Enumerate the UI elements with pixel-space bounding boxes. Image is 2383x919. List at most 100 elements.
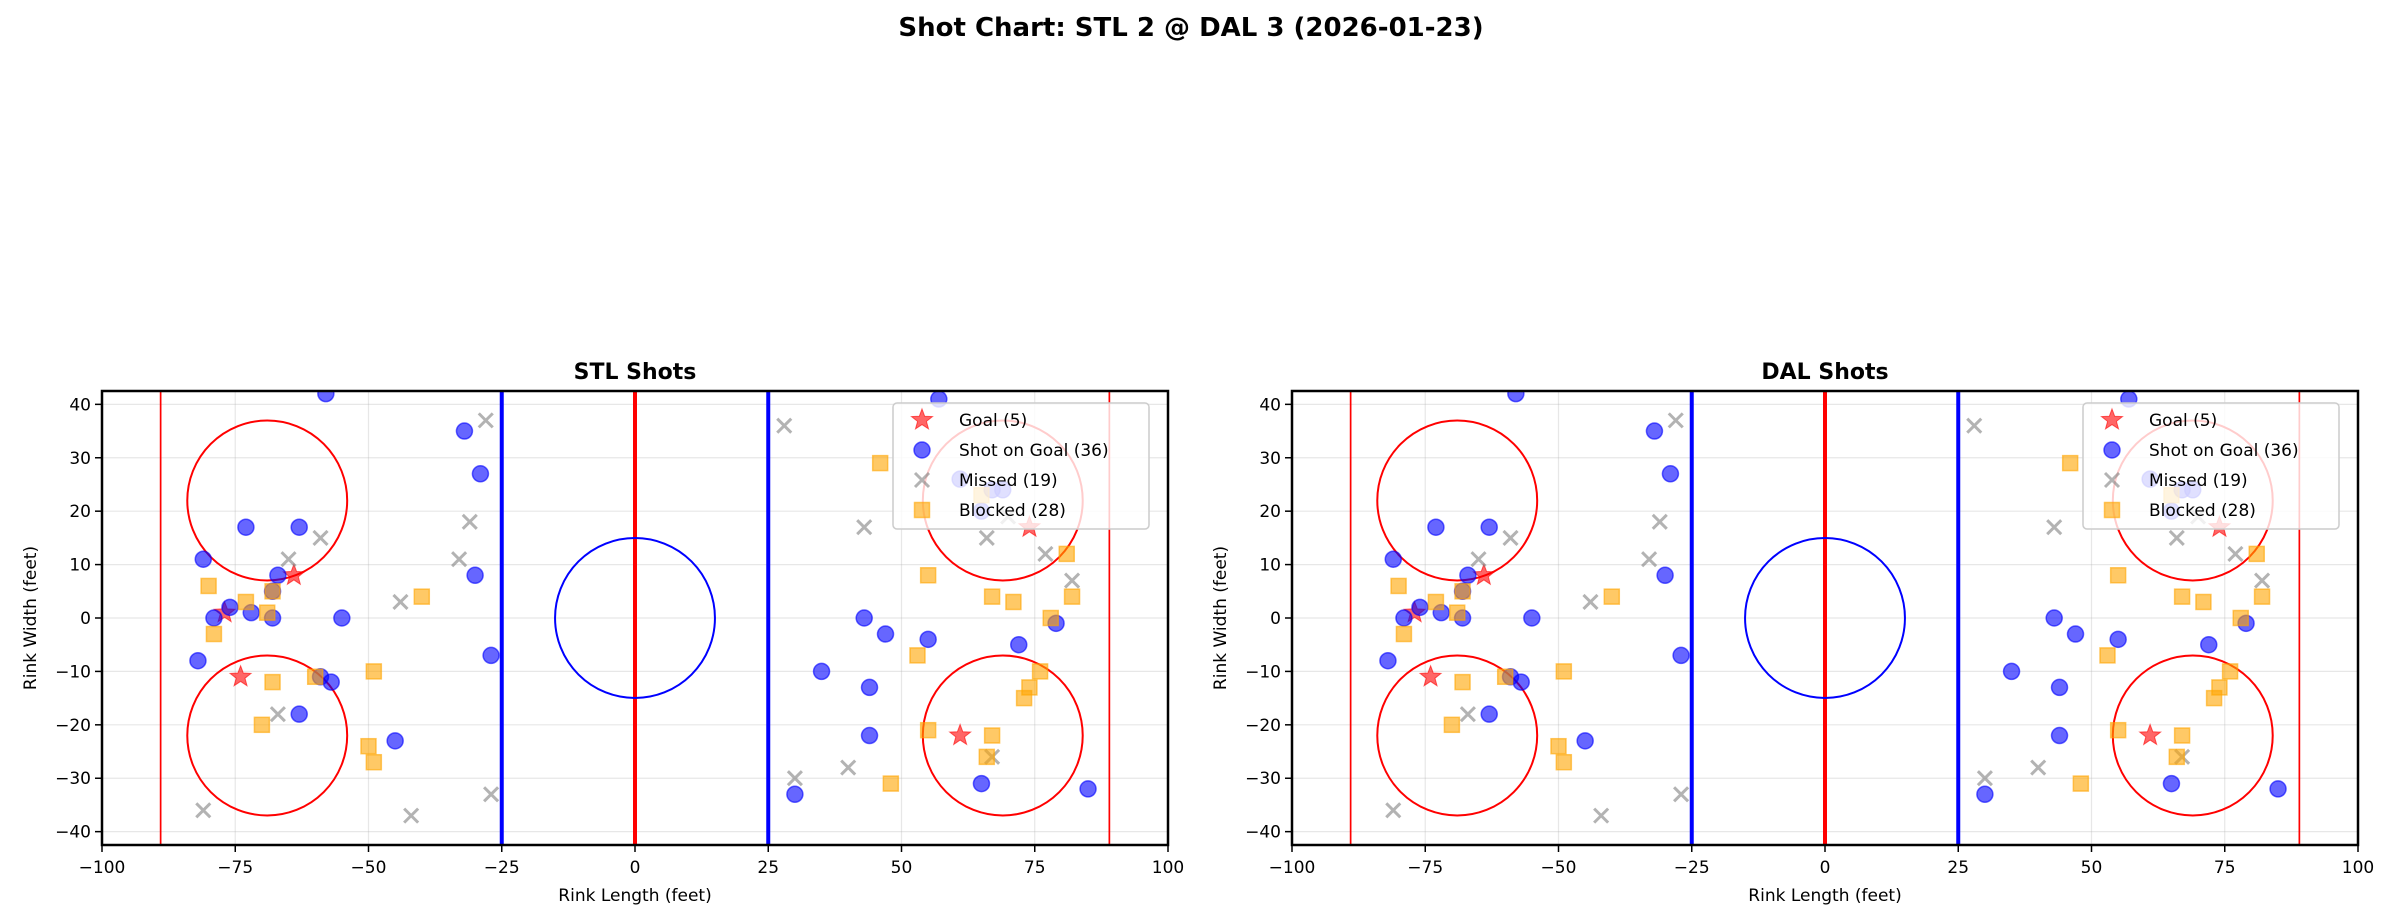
legend-marker-circle	[2103, 441, 2121, 459]
point-x	[1667, 412, 1684, 429]
x-tick-label: 25	[757, 858, 779, 878]
point-star	[948, 723, 972, 746]
legend-marker-x	[913, 471, 931, 489]
legend-label: Missed (19)	[2149, 471, 2248, 491]
point-circle	[2200, 635, 2218, 654]
point-square	[306, 668, 324, 686]
faceoff-circle	[1376, 654, 1539, 817]
point-square	[1390, 577, 1407, 595]
point-circle	[2050, 678, 2069, 697]
legend-label: Goal (5)	[2149, 411, 2217, 431]
legend-marker-star	[2100, 407, 2124, 431]
x-tick-label: −50	[351, 858, 387, 878]
y-tick-label: 0	[1270, 609, 1281, 629]
panel-title: STL Shots	[574, 360, 697, 385]
point-x	[392, 593, 409, 611]
point-circle	[1459, 566, 1477, 585]
point-circle	[2045, 609, 2063, 627]
figure-title: Shot Chart: STL 2 @ DAL 3 (2026-01-23)	[898, 13, 1483, 43]
legend-box	[2082, 402, 2340, 530]
x-tick-label: 75	[2214, 858, 2236, 878]
faceoff-circle	[186, 419, 349, 582]
point-circle	[194, 550, 213, 568]
point-x	[786, 770, 803, 787]
point-circle	[237, 518, 255, 536]
point-square	[2221, 663, 2239, 680]
point-square	[1555, 753, 1573, 771]
point-circle	[2269, 780, 2287, 798]
x-tick-label: 0	[1820, 858, 1831, 878]
point-square	[1448, 604, 1466, 621]
point-square	[253, 716, 271, 734]
point-x	[840, 759, 857, 776]
point-circle	[1661, 465, 1680, 483]
y-tick-label: 40	[1259, 395, 1281, 415]
y-tick-label: −20	[1245, 716, 1281, 736]
point-square	[1063, 588, 1081, 605]
point-circle	[471, 465, 490, 483]
y-tick-label: −40	[55, 823, 91, 843]
point-circle	[812, 662, 831, 681]
point-x	[1470, 551, 1487, 568]
point-square	[919, 721, 937, 739]
y-tick-label: −10	[55, 662, 91, 682]
point-square	[2099, 647, 2116, 664]
point-square	[909, 647, 926, 664]
point-circle	[1379, 651, 1397, 670]
point-circle	[466, 566, 484, 585]
point-square	[1427, 593, 1445, 611]
point-circle	[1079, 780, 1097, 798]
point-square	[978, 748, 996, 766]
point-x	[2168, 529, 2185, 546]
point-x	[269, 706, 286, 723]
point-x	[1641, 551, 1658, 568]
legend-label: Blocked (28)	[959, 501, 1066, 521]
point-square	[1454, 673, 1471, 691]
point-star	[1418, 664, 1443, 687]
point-x	[2253, 572, 2271, 589]
point-circle	[1656, 566, 1674, 585]
faceoff-circle	[1376, 419, 1539, 582]
point-square	[2168, 748, 2186, 766]
faceoff-circle	[2111, 654, 2274, 817]
point-square	[983, 588, 1001, 605]
point-square	[1042, 609, 1059, 627]
x-tick-label: −25	[1674, 858, 1710, 878]
faceoff-circle	[921, 654, 1084, 817]
point-circle	[1523, 609, 1541, 627]
point-square	[1395, 625, 1413, 643]
point-circle	[269, 566, 287, 585]
point-circle	[855, 609, 873, 627]
point-x	[2046, 519, 2063, 536]
point-star	[2138, 723, 2162, 746]
point-circle	[1427, 518, 1445, 536]
legend-marker-square	[2103, 501, 2121, 519]
point-star	[1472, 562, 1496, 586]
x-tick-label: 50	[2081, 858, 2103, 878]
point-x	[776, 417, 793, 434]
x-tick-label: −25	[484, 858, 520, 878]
point-x	[451, 551, 468, 568]
point-x	[856, 519, 873, 536]
point-circle	[322, 673, 340, 691]
point-circle	[189, 651, 207, 670]
legend-label: Shot on Goal (36)	[959, 441, 1109, 461]
point-circle	[876, 625, 895, 643]
chart-panel-1: −100 −75 −50 −25 0 25 50 75 100−40−30−20−1001020…	[21, 360, 1184, 906]
y-tick-label: −30	[1245, 769, 1281, 789]
legend-box	[892, 402, 1150, 530]
point-x	[1651, 513, 1668, 530]
point-square	[1603, 588, 1621, 605]
point-circle	[333, 609, 351, 627]
x-axis-label: Rink Length (feet)	[558, 886, 711, 906]
y-tick-label: 0	[80, 609, 91, 629]
x-axis-label: Rink Length (feet)	[1748, 886, 1901, 906]
legend-marker-star	[910, 407, 934, 431]
y-tick-label: −20	[55, 716, 91, 736]
point-circle	[221, 598, 239, 617]
x-tick-label: 25	[1947, 858, 1969, 878]
point-square	[2232, 609, 2249, 627]
point-square	[360, 737, 377, 755]
point-x	[2030, 759, 2047, 776]
